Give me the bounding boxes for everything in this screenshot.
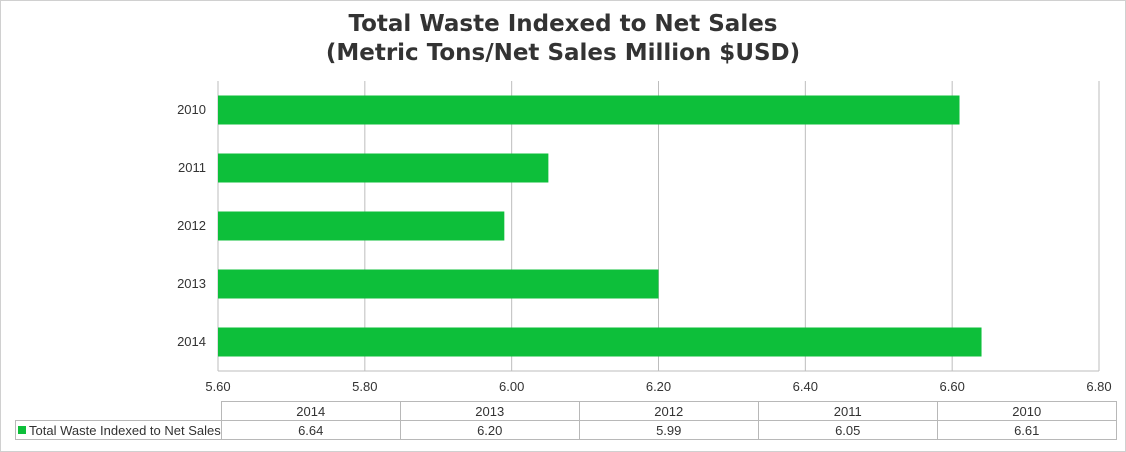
bar xyxy=(218,269,659,299)
legend-label: Total Waste Indexed to Net Sales xyxy=(29,422,221,438)
legend-swatch-icon xyxy=(18,426,26,435)
x-tick-label: 5.80 xyxy=(352,379,377,394)
y-category-label: 2013 xyxy=(177,276,206,291)
x-tick-label: 6.00 xyxy=(499,379,524,394)
data-table-header-cell: 2010 xyxy=(936,401,1117,421)
y-category-label: 2011 xyxy=(178,160,206,175)
data-table-value-cell: 6.20 xyxy=(399,420,580,440)
x-tick-label: 6.20 xyxy=(646,379,671,394)
bar xyxy=(218,95,960,125)
data-table-value-cell: 5.99 xyxy=(578,420,759,440)
chart-title: Total Waste Indexed to Net Sales xyxy=(348,11,778,37)
data-table-header-cell: 2012 xyxy=(578,401,759,421)
y-category-label: 2014 xyxy=(177,334,206,349)
chart-subtitle: (Metric Tons/Net Sales Million $USD) xyxy=(325,40,801,66)
data-table-header-cell: 2011 xyxy=(757,401,938,421)
data-table-header-row: 2014 2013 2012 2011 2010 xyxy=(16,401,1117,421)
y-category-label: 2010 xyxy=(177,102,206,117)
bar xyxy=(218,153,549,183)
bar xyxy=(218,327,982,357)
x-tick-label: 5.60 xyxy=(205,379,230,394)
x-tick-label: 6.60 xyxy=(940,379,965,394)
data-table-value-cell: 6.61 xyxy=(936,420,1117,440)
x-tick-label: 6.40 xyxy=(793,379,818,394)
data-table-corner xyxy=(16,402,222,421)
data-table: 2014 2013 2012 2011 2010 Total Waste Ind… xyxy=(15,401,1117,440)
legend-entry: Total Waste Indexed to Net Sales xyxy=(15,420,222,440)
data-table-value-cell: 6.05 xyxy=(757,420,938,440)
data-table-header-cell: 2014 xyxy=(220,401,401,421)
bar xyxy=(218,211,505,241)
data-table-value-row: Total Waste Indexed to Net Sales 6.64 6.… xyxy=(15,420,1117,440)
data-table-header-cell: 2013 xyxy=(399,401,580,421)
y-category-label: 2012 xyxy=(177,218,206,233)
x-tick-label: 6.80 xyxy=(1086,379,1111,394)
data-table-value-cell: 6.64 xyxy=(220,420,401,440)
